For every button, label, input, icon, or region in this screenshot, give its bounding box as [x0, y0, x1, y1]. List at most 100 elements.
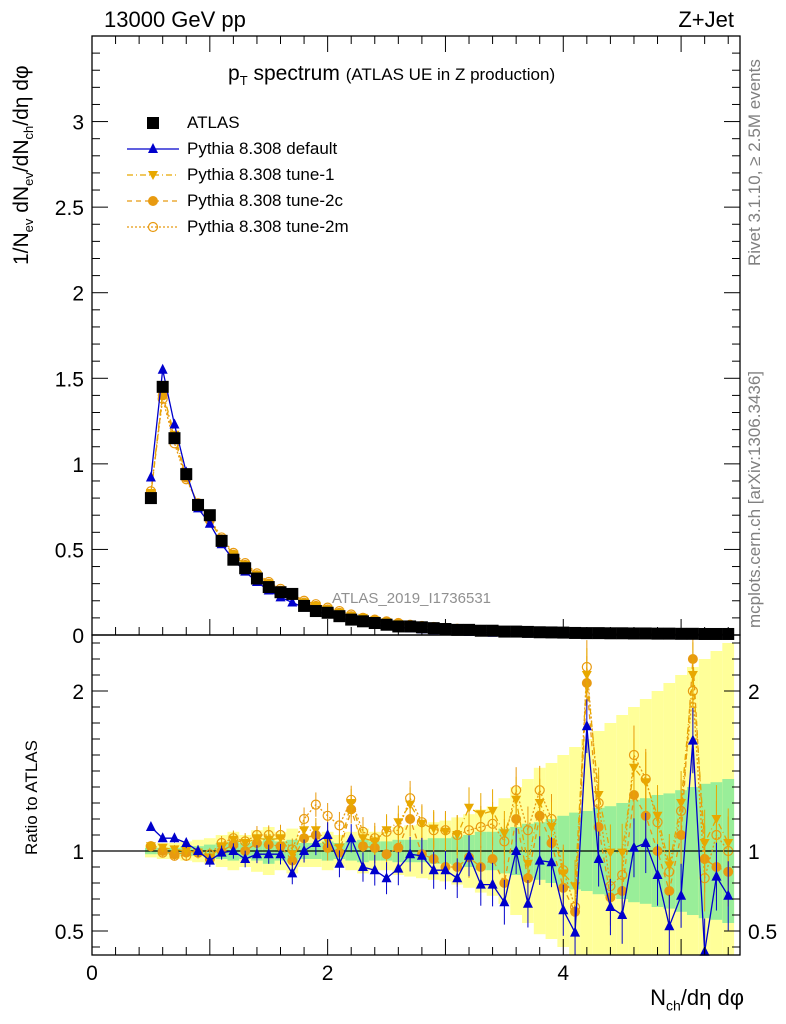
mcplots-label: mcplots.cern.ch [arXiv:1306.3436]: [745, 370, 764, 628]
ratio-point: [263, 848, 274, 859]
ratio-point: [157, 843, 168, 853]
ratio-point: [617, 909, 628, 919]
ratio-ytick-label-right: 2: [748, 681, 760, 704]
main-point: [168, 432, 181, 445]
ratio-point: [605, 848, 616, 858]
ratio-ytick-label: 0.5: [55, 921, 84, 944]
ratio-point: [334, 843, 345, 853]
ratio-point: [310, 826, 321, 836]
ratio-frame: [91, 634, 741, 956]
ratio-point: [145, 821, 156, 831]
main-ytick-label: 0.5: [55, 539, 84, 562]
rivet-label: Rivet 3.1.10, ≥ 2.5M events: [745, 59, 764, 266]
y-axis-label-ratio: Ratio to ATLAS: [22, 740, 41, 855]
main-point: [169, 418, 180, 429]
ratio-point: [299, 826, 310, 836]
axes-frames: 00.511.522.530.5 0.51 12 20 2 4: [55, 35, 777, 985]
ratio-ytick-label-right: 1: [748, 841, 760, 864]
ratio-point: [346, 799, 357, 808]
ratio-point: [145, 842, 156, 852]
main-point: [156, 380, 169, 393]
ratio-point: [181, 847, 192, 856]
main-point: [309, 605, 322, 618]
main-ytick-label: 1.5: [55, 368, 84, 391]
xtick-label: 2: [322, 962, 334, 985]
process-label: Z+Jet: [678, 7, 734, 32]
main-point: [569, 626, 582, 639]
energy-label: 13000 GeV pp: [104, 7, 246, 32]
ratio-point: [369, 837, 380, 847]
ratio-point: [511, 795, 522, 805]
ratio-point: [169, 845, 180, 855]
main-point: [321, 606, 334, 619]
ratio-point: [464, 803, 475, 813]
ratio-point: [169, 832, 180, 843]
ratio-point: [393, 842, 404, 853]
main-point: [592, 627, 605, 640]
main-point: [145, 471, 156, 482]
ratio-point: [723, 839, 734, 848]
main-point: [710, 627, 723, 640]
ratio-ytick-label: 1: [72, 841, 84, 864]
ratio-point: [676, 799, 687, 808]
main-point: [368, 617, 381, 630]
main-ytick-label: 2.5: [55, 197, 84, 220]
main-point: [180, 468, 193, 481]
main-point: [274, 586, 287, 599]
ratio-point: [181, 837, 192, 847]
ratio-point: [299, 845, 310, 855]
ratio-point: [464, 849, 475, 860]
ratio-point: [487, 807, 498, 816]
main-point: [333, 610, 346, 623]
ratio-point: [275, 834, 286, 844]
ratio-point: [310, 799, 321, 810]
ratio-point: [228, 845, 239, 855]
ratio-point: [546, 823, 557, 832]
ratio-point: [369, 864, 380, 875]
xtick-label: 4: [557, 962, 569, 985]
ratio-point: [405, 800, 416, 810]
ratio-point: [487, 878, 498, 889]
main-point: [262, 581, 275, 594]
legend-label-tune2m: Pythia 8.308 tune-2m: [187, 217, 349, 236]
main-point: [663, 627, 676, 640]
ratio-point: [440, 864, 451, 875]
ratio-point: [310, 837, 321, 847]
ratio-point: [546, 856, 557, 867]
main-point: [157, 363, 168, 374]
ratio-point: [581, 671, 592, 680]
title-extra: (ATLAS UE in Z production): [345, 65, 556, 84]
ratio-point: [687, 671, 698, 680]
title-sub: T: [239, 73, 248, 89]
legend-label-tune1: Pythia 8.308 tune-1: [187, 165, 335, 184]
ratio-point: [617, 848, 628, 858]
main-point: [451, 623, 464, 636]
ratio-point: [357, 834, 368, 844]
legend-label-tune2c: Pythia 8.308 tune-2c: [187, 191, 343, 210]
main-point: [356, 615, 369, 628]
ratio-point: [593, 791, 604, 800]
ratio-point: [452, 872, 463, 883]
ratio-point: [240, 839, 251, 848]
legend-marker: [148, 196, 158, 206]
main-point: [474, 624, 487, 637]
ratio-point: [405, 848, 416, 859]
main-point: [144, 492, 157, 505]
ratio-point: [240, 853, 251, 863]
main-ytick-label: 0: [72, 625, 84, 648]
legend: ATLAS Pythia 8.308 default Pythia 8.308 …: [120, 110, 420, 240]
ratio-point: [640, 778, 651, 788]
analysis-id: ATLAS_2019_I1736531: [332, 590, 492, 607]
main-point: [545, 626, 558, 639]
main-point: [639, 627, 652, 640]
ratio-point: [711, 870, 722, 881]
ratio-point: [499, 829, 510, 839]
ratio-point: [522, 859, 533, 869]
main-point: [215, 534, 228, 547]
y-axis-label-main: 1/Nev dNev/dNch/dη dφ: [10, 65, 37, 265]
ratio-point: [558, 904, 569, 915]
main-point: [498, 625, 511, 638]
title-rest: spectrum: [247, 62, 340, 85]
ratio-point: [204, 854, 215, 865]
